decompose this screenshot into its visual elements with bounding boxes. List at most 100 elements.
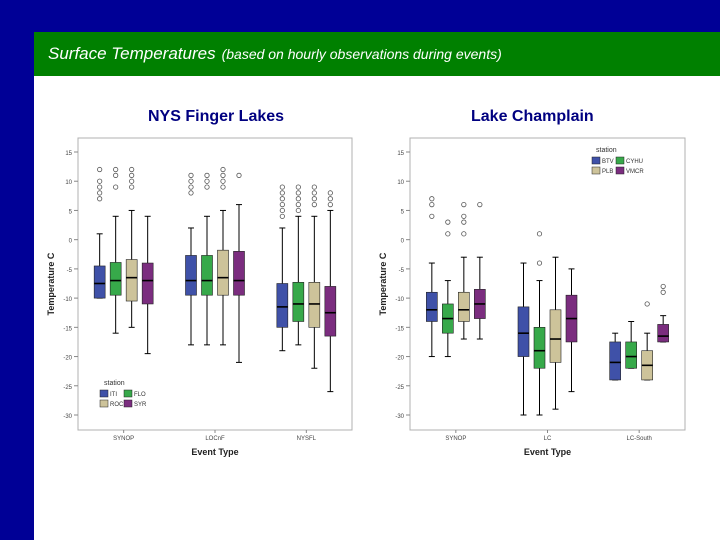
fl-outlier-point (97, 190, 103, 196)
lc-outlier-point (429, 196, 435, 202)
fl-box-roc (217, 249, 229, 296)
fl-legend-swatch (99, 389, 109, 398)
fl-outlier-point (220, 166, 226, 173)
fl-outlier-point (220, 178, 226, 184)
fl-y-axis-label: Temperature C (46, 252, 56, 315)
lc-outlier-point (461, 202, 467, 208)
fl-y-tick-label: -30 (63, 414, 72, 420)
lc-plot-frame (409, 137, 686, 431)
fl-y-tick-label: 0 (69, 239, 73, 245)
fl-box-iti (93, 265, 106, 299)
lc-y-tick-label: 15 (397, 151, 404, 157)
fl-outlier-point (279, 202, 285, 208)
fl-outlier-point (188, 178, 194, 184)
lc-legend-swatch (591, 166, 601, 175)
fl-outlier-point (97, 178, 103, 184)
lc-outlier-point (445, 231, 451, 237)
fl-legend-label: ITI (110, 392, 117, 398)
lc-outlier-point (461, 219, 467, 225)
fl-legend-title: station (104, 380, 125, 387)
fl-outlier-point (279, 196, 285, 202)
fl-box-flo (109, 262, 122, 296)
fl-legend-swatch (99, 399, 109, 408)
fl-x-tick-label: NYSFL (297, 436, 317, 442)
lc-box-cyhu (533, 327, 546, 369)
fl-box-syr (324, 286, 337, 337)
fl-outlier-point (220, 184, 226, 190)
lc-y-tick-label: -5 (399, 268, 405, 274)
lc-legend-swatch (615, 156, 625, 165)
fl-outlier-point (279, 190, 285, 196)
lc-legend-label: CYHU (626, 159, 643, 165)
fl-outlier-point (295, 184, 301, 190)
fl-x-tick-label: SYNOP (113, 436, 134, 442)
fl-y-tick-label: -25 (63, 385, 72, 391)
lc-y-axis-label: Temperature C (378, 252, 388, 315)
fl-outlier-point (188, 172, 194, 178)
lc-y-tick-label: 10 (397, 180, 404, 186)
fl-box-roc (125, 259, 138, 302)
lc-legend-label: BTV (602, 159, 614, 165)
lc-box-btv (609, 341, 621, 381)
lc-outlier-point (461, 213, 467, 219)
fl-y-tick-label: 5 (69, 209, 73, 215)
fl-legend-swatch (123, 399, 133, 408)
lc-outlier-point (536, 231, 543, 237)
fl-outlier-point (97, 166, 103, 173)
fl-outlier-point (188, 184, 194, 190)
fl-outlier-point (295, 190, 301, 196)
fl-box-flo (201, 255, 213, 296)
fl-outlier-point (295, 196, 301, 202)
fl-outlier-point (327, 190, 333, 196)
lc-legend-swatch (591, 156, 601, 165)
fl-y-tick-label: 10 (65, 180, 72, 186)
fl-box-iti (276, 283, 289, 328)
fl-plot-frame (77, 137, 353, 431)
lc-legend-swatch (615, 166, 625, 175)
fl-outlier-point (327, 202, 333, 208)
fl-box-roc (308, 282, 321, 328)
fl-outlier-point (113, 172, 119, 178)
lc-outlier-point (644, 301, 650, 307)
slide-title: Surface Temperatures (based on hourly obs… (48, 44, 502, 64)
fl-legend-label: FLO (134, 392, 146, 398)
slide-title-sub: (based on hourly observations during eve… (221, 46, 502, 62)
fl-outlier-point (279, 213, 285, 219)
fl-outlier-point (295, 207, 301, 214)
lc-y-tick-label: -10 (395, 297, 404, 303)
lc-box-plb (549, 309, 562, 363)
fl-legend-label: SYR (134, 402, 147, 408)
lc-outlier-point (429, 213, 435, 219)
fl-outlier-point (97, 196, 103, 202)
lc-outlier-point (660, 283, 666, 290)
lc-y-tick-label: -25 (395, 385, 404, 391)
fl-outlier-point (311, 202, 317, 208)
fl-outlier-point (129, 178, 135, 184)
fl-outlier-point (129, 172, 135, 178)
fl-outlier-point (220, 172, 226, 178)
lc-box-cyhu (625, 341, 637, 369)
chart-title-finger-lakes: NYS Finger Lakes (148, 108, 285, 125)
fl-outlier-point (311, 184, 317, 190)
lc-outlier-point (660, 289, 666, 295)
fl-outlier-point (236, 172, 242, 178)
lc-legend-title: station (596, 147, 617, 154)
lc-x-axis-label: Event Type (524, 447, 571, 457)
fl-outlier-point (113, 184, 119, 190)
lc-outlier-point (477, 202, 483, 208)
lc-outlier-point (461, 231, 467, 237)
top-bar (0, 0, 720, 32)
left-bar (0, 32, 34, 540)
fl-outlier-point (295, 202, 301, 208)
lc-outlier-point (445, 219, 451, 225)
fl-outlier-point (204, 178, 210, 184)
lc-legend-label: VMCR (626, 169, 644, 175)
lc-box-btv (426, 291, 438, 322)
fl-y-tick-label: -10 (63, 297, 72, 303)
lc-y-tick-label: 5 (401, 209, 405, 215)
lc-box-btv (517, 306, 530, 357)
chart-title-lake-champlain: Lake Champlain (471, 108, 594, 125)
lc-outlier-point (429, 202, 435, 208)
lc-y-tick-label: -20 (395, 356, 404, 362)
